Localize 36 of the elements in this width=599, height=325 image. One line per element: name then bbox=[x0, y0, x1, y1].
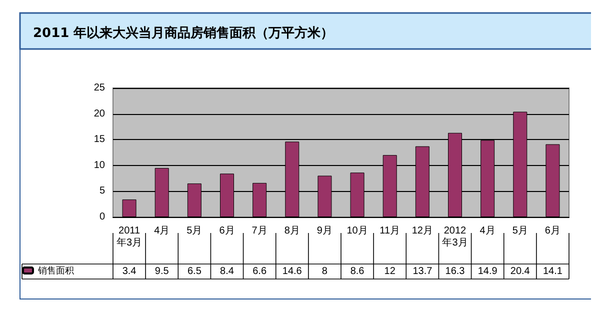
data-label: 9.5 bbox=[154, 266, 170, 277]
x-tick-label: 10月 bbox=[346, 226, 368, 236]
data-label: 13.7 bbox=[412, 266, 433, 277]
data-label: 6.6 bbox=[252, 266, 267, 277]
x-tick-label: 2012年3月 bbox=[442, 226, 468, 248]
data-label: 20.4 bbox=[510, 266, 530, 277]
x-tick-label: 8月 bbox=[284, 226, 300, 236]
data-label: 8.6 bbox=[350, 266, 365, 277]
x-tick-label: 6月 bbox=[544, 226, 560, 236]
y-tick-label: 5 bbox=[99, 186, 106, 197]
x-tick-label: 5月 bbox=[512, 226, 528, 236]
y-tick-label: 10 bbox=[94, 160, 106, 171]
data-label: 14.6 bbox=[282, 266, 302, 277]
data-label: 12 bbox=[384, 266, 396, 277]
data-label: 8.4 bbox=[220, 266, 234, 277]
legend-label: 销售面积 bbox=[37, 266, 74, 276]
data-label: 14.1 bbox=[542, 266, 563, 277]
x-tick-label: 6月 bbox=[219, 226, 235, 236]
x-tick-label: 4月 bbox=[154, 226, 170, 236]
x-tick-label: 2011年3月 bbox=[116, 226, 142, 248]
x-tick-label: 12月 bbox=[412, 226, 433, 236]
x-tick-label: 7月 bbox=[252, 226, 268, 236]
data-label: 16.3 bbox=[445, 266, 466, 277]
data-label: 6.5 bbox=[187, 266, 202, 277]
x-tick-label: 4月 bbox=[480, 226, 496, 236]
y-tick-label: 15 bbox=[94, 134, 106, 146]
y-tick-label: 0 bbox=[99, 212, 106, 222]
x-tick-label: 9月 bbox=[316, 226, 332, 236]
y-tick-label: 25 bbox=[94, 82, 106, 94]
data-label: 14.9 bbox=[478, 266, 498, 277]
data-label: 3.4 bbox=[122, 266, 137, 277]
data-label: 8 bbox=[322, 266, 328, 277]
y-tick-label: 20 bbox=[94, 108, 106, 120]
x-tick-label: 5月 bbox=[186, 226, 202, 236]
chart-title: 2011 年以来大兴当月商品房销售面积（万平方米） bbox=[33, 25, 334, 41]
x-tick-label: 11月 bbox=[380, 226, 400, 236]
